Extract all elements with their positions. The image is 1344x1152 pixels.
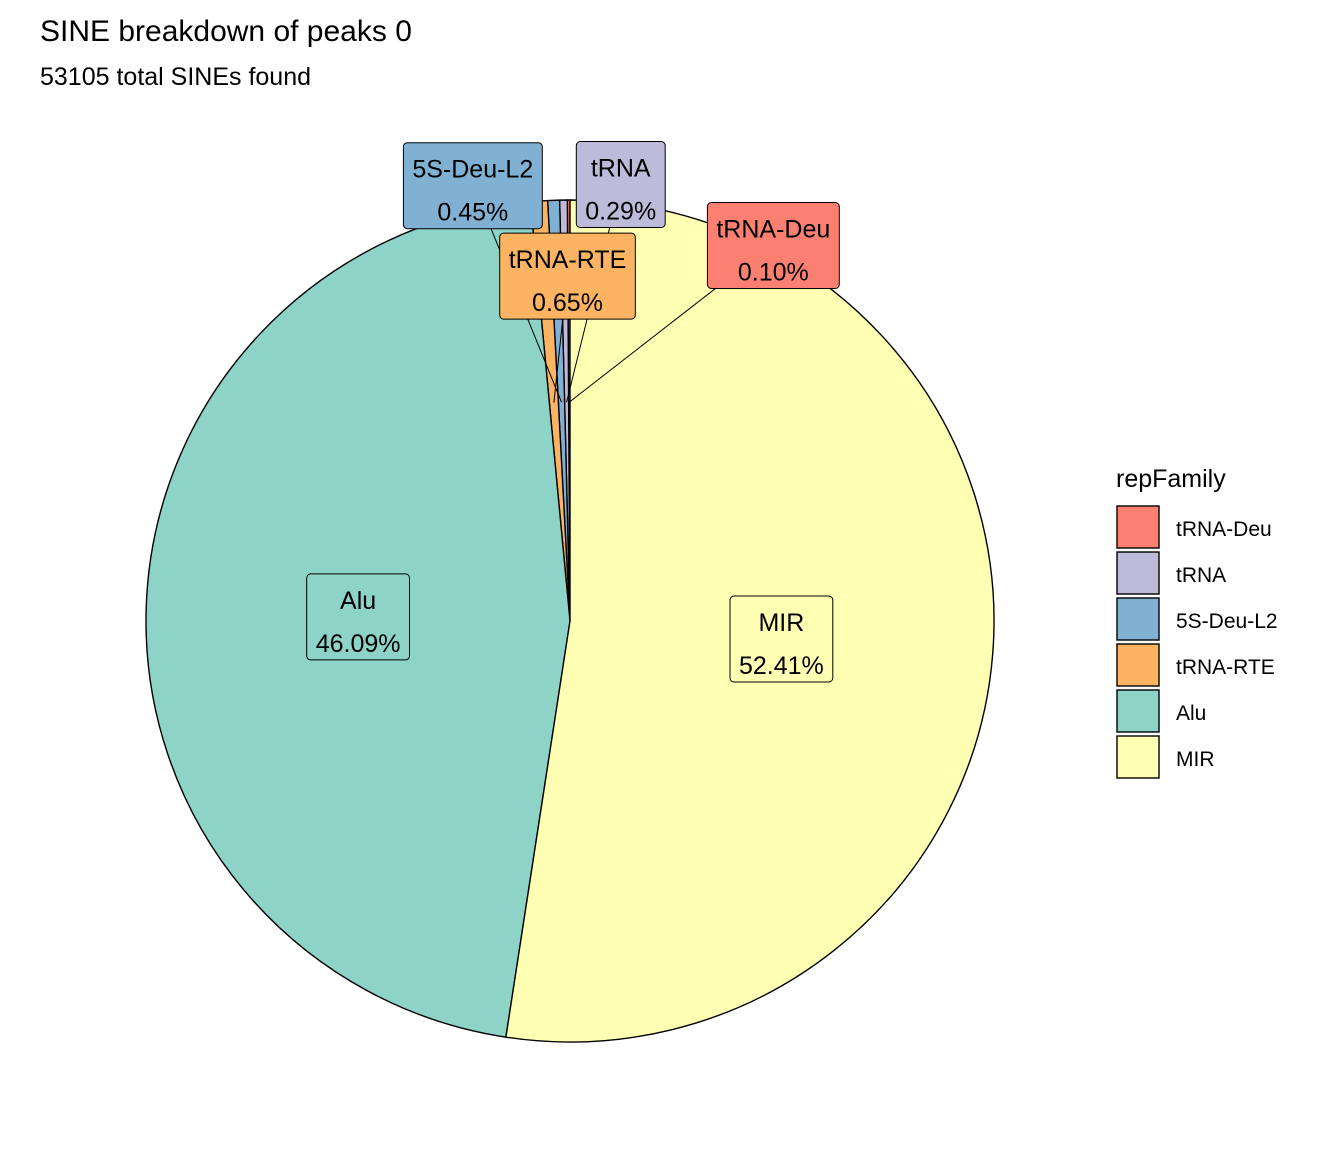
slice-label-trna: tRNA 0.29% (575, 141, 666, 228)
legend-label-5s-deu-l2: 5S-Deu-L2 (1176, 610, 1278, 633)
slice-label-name: tRNA-RTE (509, 246, 627, 274)
legend-key-alu (1116, 689, 1160, 733)
legend-key-mir (1116, 735, 1160, 779)
legend-label-alu: Alu (1176, 702, 1206, 725)
legend-key-trna (1116, 551, 1160, 595)
legend-key-trna-deu (1116, 505, 1160, 549)
slice-label-value: 0.29% (585, 198, 656, 226)
slice-label-trna-rte: tRNA-RTE 0.65% (499, 232, 636, 320)
slice-label-value: 0.10% (738, 259, 809, 287)
slice-label-box (499, 232, 636, 320)
slice-label-box (575, 141, 666, 228)
legend-title: repFamily (1116, 465, 1226, 493)
chart-subtitle: 53105 total SINEs found (40, 63, 311, 91)
pie-slices (145, 199, 995, 1043)
legend-label-mir: MIR (1176, 748, 1215, 771)
slice-label-box (729, 595, 834, 683)
slice-label-value: 0.45% (437, 199, 508, 227)
slice-label-box (706, 202, 840, 289)
legend-label-trna-rte: tRNA-RTE (1176, 656, 1275, 679)
slice-label-value: 52.41% (739, 652, 824, 680)
slice-label-name: tRNA-Deu (716, 216, 830, 244)
slice-label-mir: MIR 52.41% (729, 595, 834, 683)
slice-label-box (306, 573, 411, 661)
slice-label-name: tRNA (591, 155, 651, 183)
slice-label-value: 0.65% (532, 289, 603, 317)
slice-label-alu: Alu 46.09% (306, 573, 411, 661)
slice-label-name: Alu (340, 587, 376, 615)
legend-label-trna: tRNA (1176, 564, 1226, 587)
slice-label-trna-deu: tRNA-Deu 0.10% (706, 202, 840, 289)
slice-label-name: 5S-Deu-L2 (412, 156, 533, 184)
legend-key-trna-rte (1116, 643, 1160, 687)
slice-label-name: MIR (758, 609, 804, 637)
legend-label-trna-deu: tRNA-Deu (1176, 518, 1272, 541)
slice-label-5s-deu-l2: 5S-Deu-L2 0.45% (402, 142, 543, 230)
slice-labels: tRNA-Deu0.10%tRNA0.29%5S-Deu-L20.45%tRNA… (306, 141, 840, 683)
legend-key-5s-deu-l2 (1116, 597, 1160, 641)
slice-label-box (402, 142, 543, 230)
legend: repFamily tRNA-Deu tRNA 5S-Deu-L2 tRNA-RTE A… (1116, 465, 1278, 779)
chart-title: SINE breakdown of peaks 0 (40, 15, 412, 48)
slice-label-value: 46.09% (316, 630, 401, 658)
